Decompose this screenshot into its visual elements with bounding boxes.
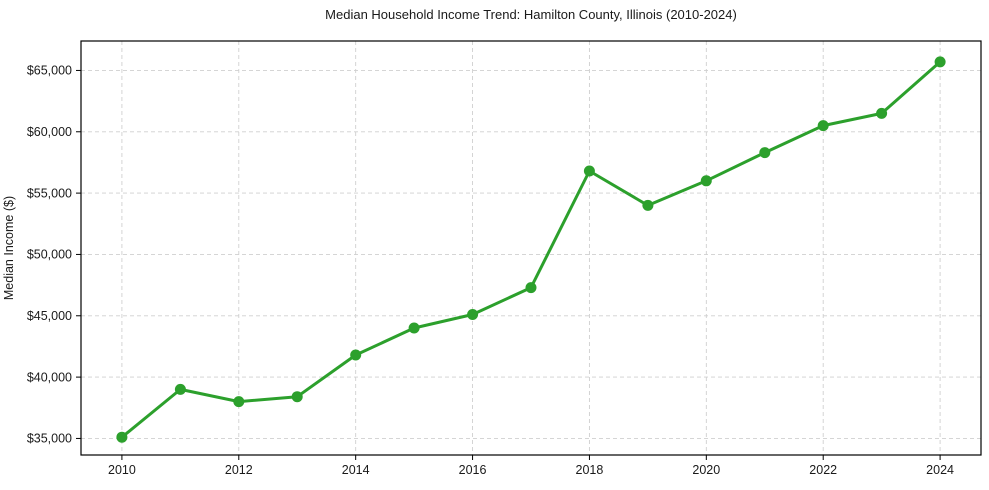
data-point bbox=[291, 391, 303, 403]
data-point bbox=[116, 431, 128, 443]
x-tick-label: 2016 bbox=[459, 463, 487, 477]
data-point bbox=[759, 147, 771, 159]
y-axis-label: Median Income ($) bbox=[2, 196, 16, 300]
data-point bbox=[408, 322, 420, 334]
x-tick-label: 2018 bbox=[576, 463, 604, 477]
plot-border bbox=[80, 40, 982, 456]
y-tick-label: $60,000 bbox=[27, 125, 72, 139]
x-tick-label: 2024 bbox=[926, 463, 954, 477]
y-tick-label: $40,000 bbox=[27, 370, 72, 384]
data-point bbox=[174, 383, 186, 395]
y-tick-label: $50,000 bbox=[27, 248, 72, 262]
y-tick-label: $35,000 bbox=[27, 432, 72, 446]
y-tick-label: $55,000 bbox=[27, 186, 72, 200]
data-point bbox=[467, 309, 479, 320]
data-point bbox=[817, 120, 829, 132]
data-point bbox=[350, 349, 362, 361]
data-point bbox=[700, 175, 712, 187]
chart-title: Median Household Income Trend: Hamilton … bbox=[325, 7, 737, 22]
x-tick-label: 2010 bbox=[108, 463, 136, 477]
x-tick-label: 2012 bbox=[225, 463, 253, 477]
data-point bbox=[583, 165, 595, 177]
data-point bbox=[934, 56, 946, 68]
x-tick-label: 2020 bbox=[692, 463, 720, 477]
x-tick-label: 2014 bbox=[342, 463, 370, 477]
y-tick-label: $65,000 bbox=[27, 64, 72, 78]
data-point bbox=[876, 107, 888, 119]
y-tick-label: $45,000 bbox=[27, 309, 72, 323]
data-point bbox=[233, 396, 245, 408]
trend-line bbox=[120, 60, 942, 439]
data-point bbox=[642, 199, 654, 211]
data-point bbox=[525, 282, 537, 294]
x-tick-label: 2022 bbox=[809, 463, 837, 477]
